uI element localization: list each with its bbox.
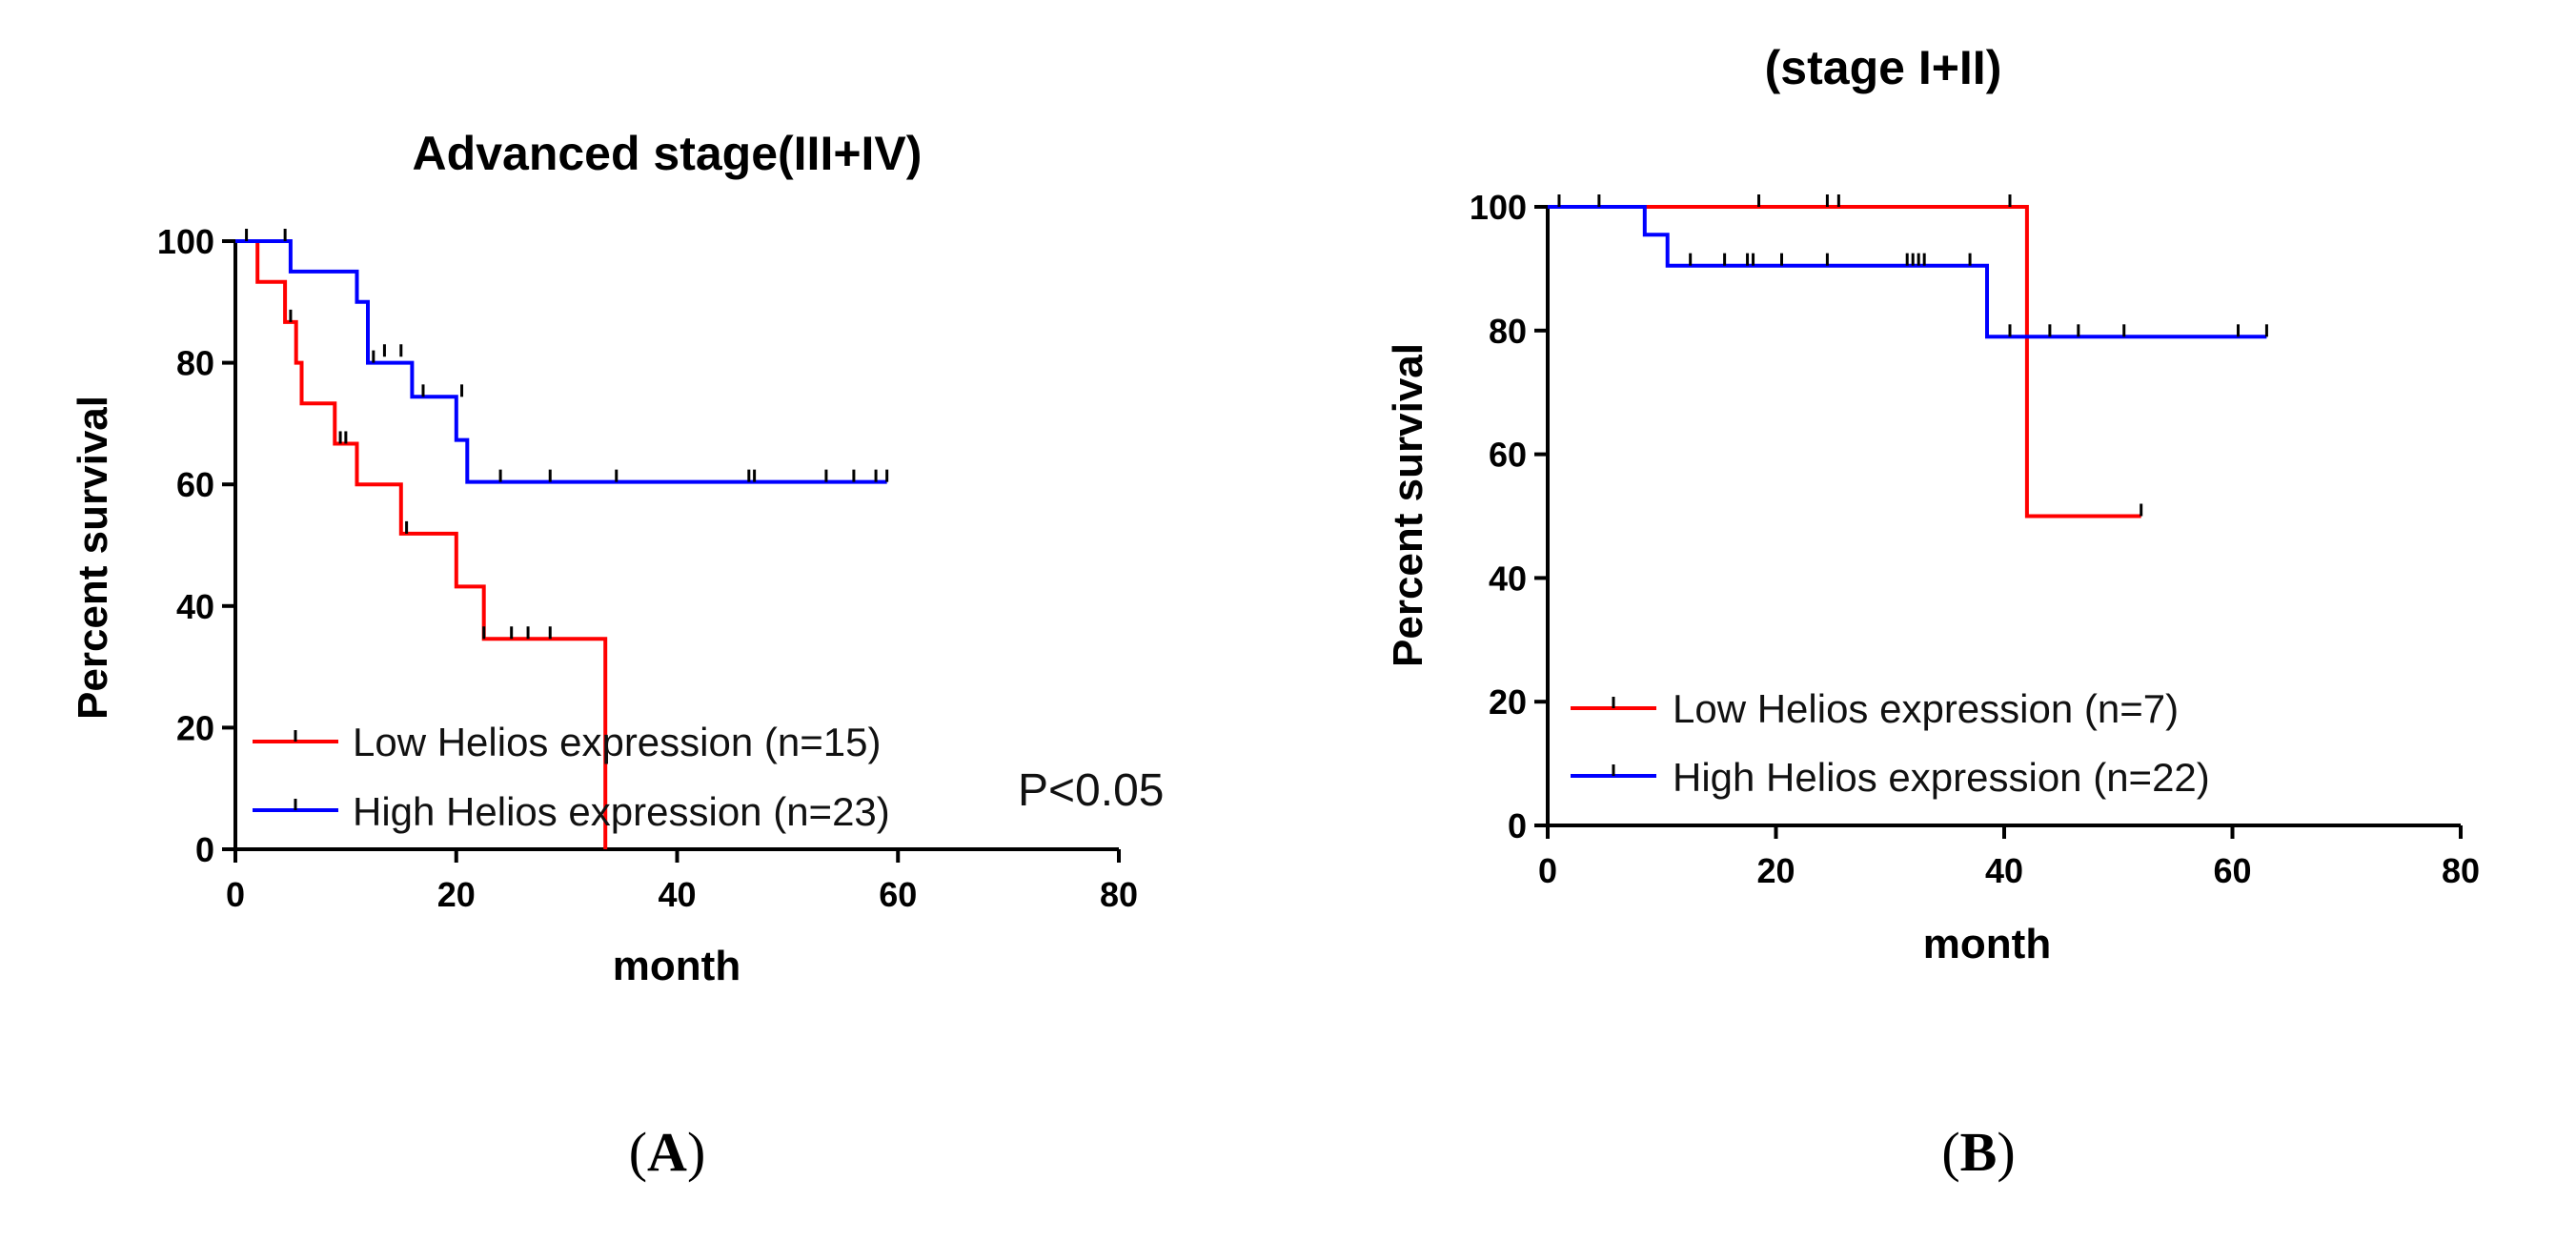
chart-a-x-tick-label: 80 [1100, 875, 1138, 914]
chart-b-axes: 0 20 40 60 80 100 0 20 40 60 80 [1470, 188, 2480, 890]
chart-a-y-tick-label: 80 [176, 344, 214, 383]
panel-b-label: (B) [1941, 1121, 2015, 1183]
chart-b-y-tick-label: 0 [1508, 806, 1527, 845]
chart-a-y-tick-label: 20 [176, 708, 214, 747]
chart-a-x-tick-label: 20 [437, 875, 476, 914]
chart-b-y-tick-label: 20 [1489, 682, 1527, 722]
chart-b-series-high-line [1548, 205, 2267, 339]
chart-a-legend: Low Helios expression (n=15) High Helios… [253, 720, 890, 834]
legend-b-high-label: High Helios expression (n=22) [1673, 755, 2210, 800]
chart-b-y-tick-label: 60 [1489, 436, 1527, 475]
chart-a-series-layer [235, 229, 889, 849]
chart-b-series-low-line [1548, 205, 2141, 519]
chart-a-y-tick-label: 40 [176, 587, 214, 626]
chart-panel-a: Advanced stage(III+IV) Percent survival … [70, 127, 1164, 1183]
chart-a-x-tick-label: 40 [658, 875, 696, 914]
chart-b-y-tick-label: 100 [1470, 188, 1527, 227]
chart-a-series-high-line [235, 239, 887, 484]
chart-b-series-layer [1548, 194, 2268, 519]
legend-a-high-label: High Helios expression (n=23) [353, 789, 890, 834]
chart-a-title: Advanced stage(III+IV) [413, 127, 923, 180]
chart-b-y-tick-label: 40 [1489, 559, 1527, 598]
chart-a-axes: 0 20 40 60 80 100 0 20 40 60 80 [157, 222, 1138, 914]
chart-a-p-value: P<0.05 [1018, 765, 1164, 816]
chart-a-x-tick-label: 60 [879, 875, 917, 914]
panel-b-letter: B [1960, 1121, 1998, 1183]
legend-b-low-label: Low Helios expression (n=7) [1673, 686, 2179, 731]
chart-a-x-tick-label: 0 [226, 875, 245, 914]
panel-a-letter: A [647, 1121, 687, 1183]
chart-b-x-label: month [1923, 921, 2051, 967]
chart-a-y-tick-label: 0 [195, 830, 214, 869]
chart-b-y-label: Percent survival [1385, 343, 1431, 667]
chart-b-title: (stage I+II) [1765, 41, 2002, 94]
legend-a-low-label: Low Helios expression (n=15) [353, 720, 881, 764]
chart-b-x-tick-label: 80 [2442, 851, 2480, 890]
panel-a-label: (A) [629, 1121, 706, 1183]
chart-b-x-tick-label: 60 [2213, 851, 2251, 890]
chart-a-y-label: Percent survival [70, 396, 116, 720]
chart-b-x-tick-label: 0 [1538, 851, 1557, 890]
chart-a-y-tick-label: 100 [157, 222, 214, 261]
chart-panel-b: (stage I+II) Percent survival month 0 20 4… [1385, 41, 2480, 1183]
chart-a-series-low-line [235, 239, 608, 849]
chart-b-x-tick-label: 20 [1756, 851, 1795, 890]
chart-a-y-tick-label: 60 [176, 465, 214, 504]
chart-b-x-tick-label: 40 [1985, 851, 2023, 890]
chart-a-x-label: month [613, 943, 740, 989]
chart-b-legend: Low Helios expression (n=7) High Helios … [1571, 686, 2210, 800]
chart-b-y-tick-label: 80 [1489, 312, 1527, 351]
